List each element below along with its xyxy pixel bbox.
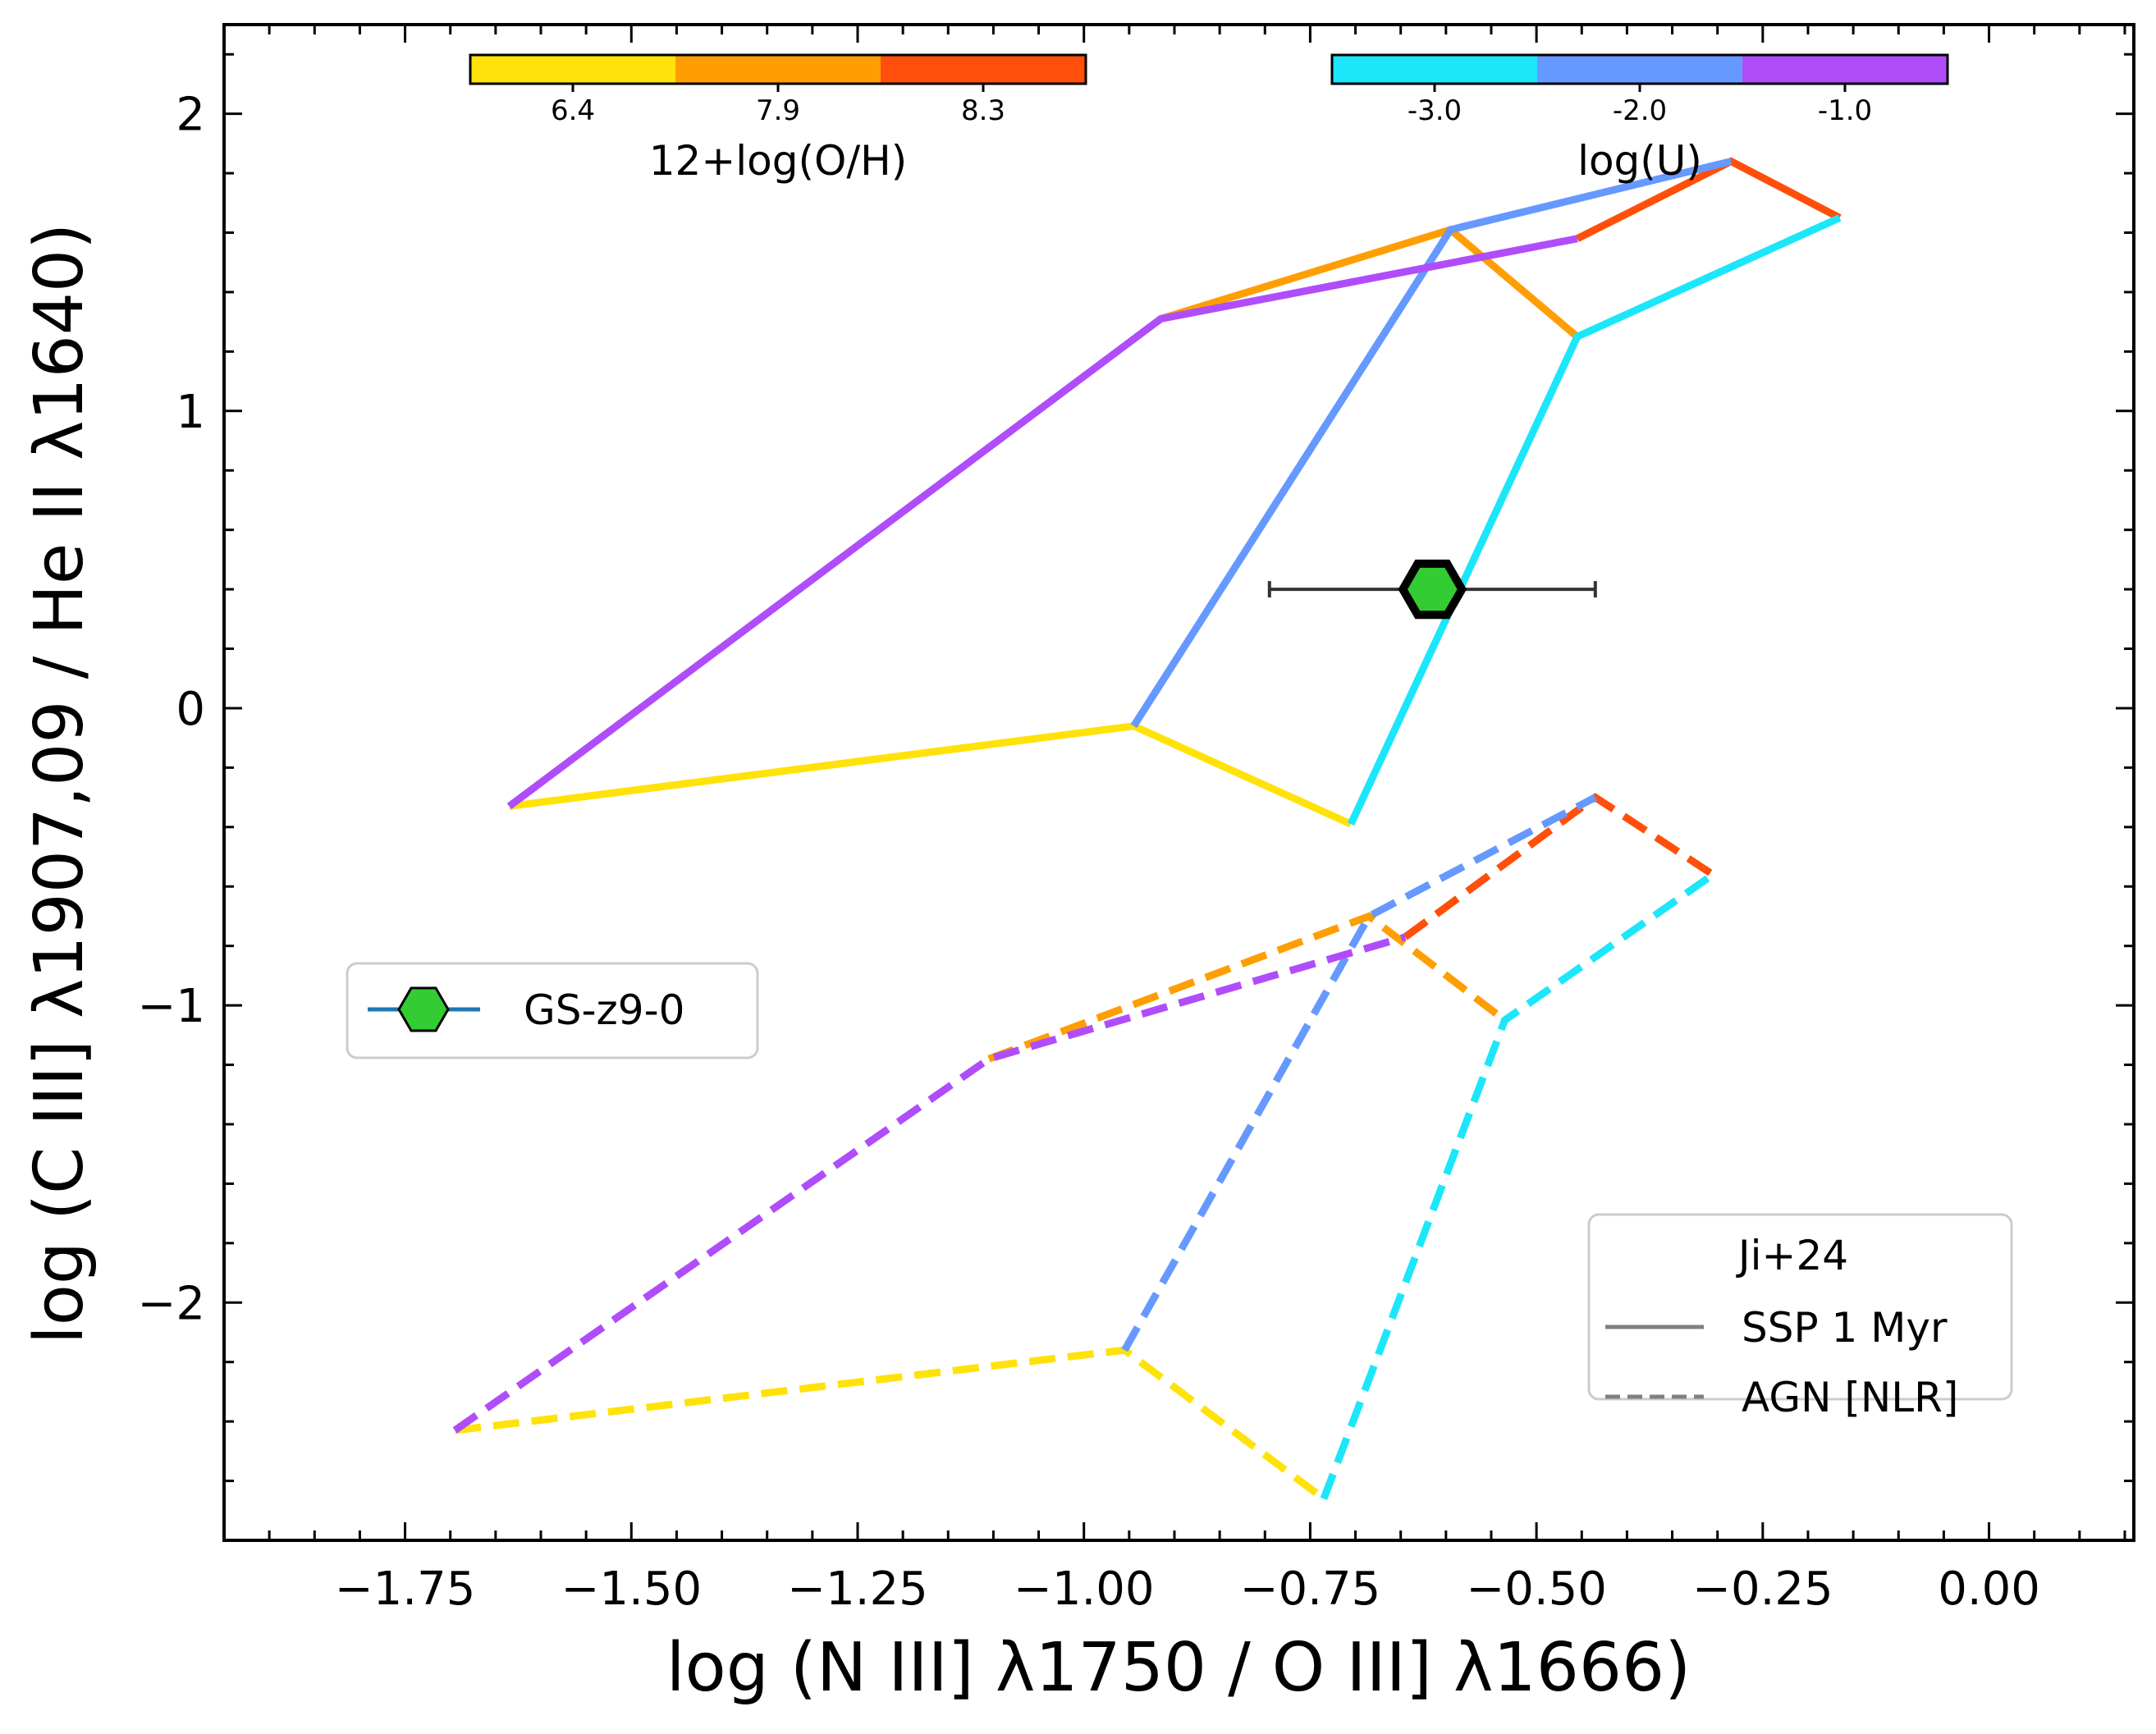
- agn-yellow-line: [454, 1346, 1326, 1502]
- x-tick-label: −1.75: [335, 1562, 476, 1616]
- colorbar-oh-tick-label: 6.4: [551, 94, 595, 127]
- colorbar-u-tick-label: -2.0: [1613, 94, 1667, 127]
- colorbar-oh-tick-label: 7.9: [756, 94, 800, 127]
- ssp-purple-line: [506, 235, 1578, 810]
- legend-point-frame: [346, 962, 759, 1059]
- agn-orange-line: [987, 912, 1508, 1063]
- y-tick-label: 2: [176, 89, 205, 142]
- legend-models: Ji+24 SSP 1 Myr AGN [NLR]: [1587, 1213, 2013, 1421]
- ssp-yellow-line: [508, 722, 1353, 828]
- colorbar-u-tick-label: -1.0: [1818, 94, 1872, 127]
- y-tick-label: 0: [176, 683, 205, 736]
- colorbar-oh-tick-label: 8.3: [961, 94, 1005, 127]
- data-points: [1267, 559, 1597, 620]
- legend-point-label: GS-z9-0: [524, 986, 684, 1034]
- x-tick-label: −1.50: [561, 1562, 702, 1616]
- x-tick-label: −1.00: [1014, 1562, 1155, 1616]
- legend-models-title: Ji+24: [1736, 1232, 1848, 1279]
- x-tick-label: −0.50: [1466, 1562, 1607, 1616]
- plot-frame: [222, 23, 2135, 1542]
- y-tick-label: 1: [176, 386, 205, 439]
- ssp-cyan-line: [1347, 214, 1842, 826]
- x-tick-label: −0.25: [1692, 1562, 1833, 1616]
- legend-models-frame: [1587, 1213, 2013, 1401]
- legend-agn-label: AGN [NLR]: [1742, 1374, 1958, 1421]
- legend-point-marker: [397, 986, 450, 1032]
- agn-blue-line: [1121, 794, 1597, 1352]
- y-tick-label: −1: [137, 980, 205, 1033]
- colorbar-u-swatch: [1742, 55, 1948, 84]
- colorbar-u-title: log(U): [1577, 137, 1702, 185]
- colorbar-oh-swatch: [881, 55, 1086, 84]
- x-tick-label: −0.75: [1240, 1562, 1381, 1616]
- legend-point: GS-z9-0: [346, 962, 759, 1059]
- agn-purple-line: [452, 933, 1407, 1434]
- colorbar-oh-title: 12+log(O/H): [649, 137, 908, 185]
- colorbar-u-swatch: [1332, 55, 1537, 84]
- agn-cyan-line: [1320, 872, 1715, 1500]
- axis-ticks: −1.75 −1.50 −1.25 −1.00 −0.75 −0.50 −0.25 0.00 −…: [137, 25, 2134, 1616]
- ssp-orange-line: [1160, 225, 1580, 340]
- colorbars: 12+log(O/H) log(U) 6.4 7.9 8.3 -3.0 -2.0 -1.0: [469, 53, 1949, 185]
- model-grids: [452, 157, 1842, 1502]
- colorbar-oh-swatch: [470, 55, 675, 84]
- y-axis-title: log (C III] λ1907,09 / He II λ1640): [21, 223, 98, 1344]
- colorbar-u-tick-label: -3.0: [1408, 94, 1462, 127]
- x-tick-label: 0.00: [1938, 1562, 2040, 1616]
- y-axis-label: log (C III] λ1907,09 / He II λ1640): [21, 223, 98, 1344]
- legend-ssp-label: SSP 1 Myr: [1742, 1304, 1948, 1352]
- colorbar-u-swatch: [1537, 55, 1742, 84]
- x-axis-title: log (N III] λ1750 / O III] λ1666): [666, 1629, 1691, 1707]
- gs-z9-0-marker: [1398, 559, 1467, 620]
- x-axis-label: log (N III] λ1750 / O III] λ1666): [666, 1629, 1691, 1707]
- y-tick-label: −2: [137, 1277, 205, 1330]
- ssp-blue-line: [1130, 158, 1733, 729]
- x-tick-label: −1.25: [787, 1562, 928, 1616]
- colorbar-oh-swatch: [675, 55, 881, 84]
